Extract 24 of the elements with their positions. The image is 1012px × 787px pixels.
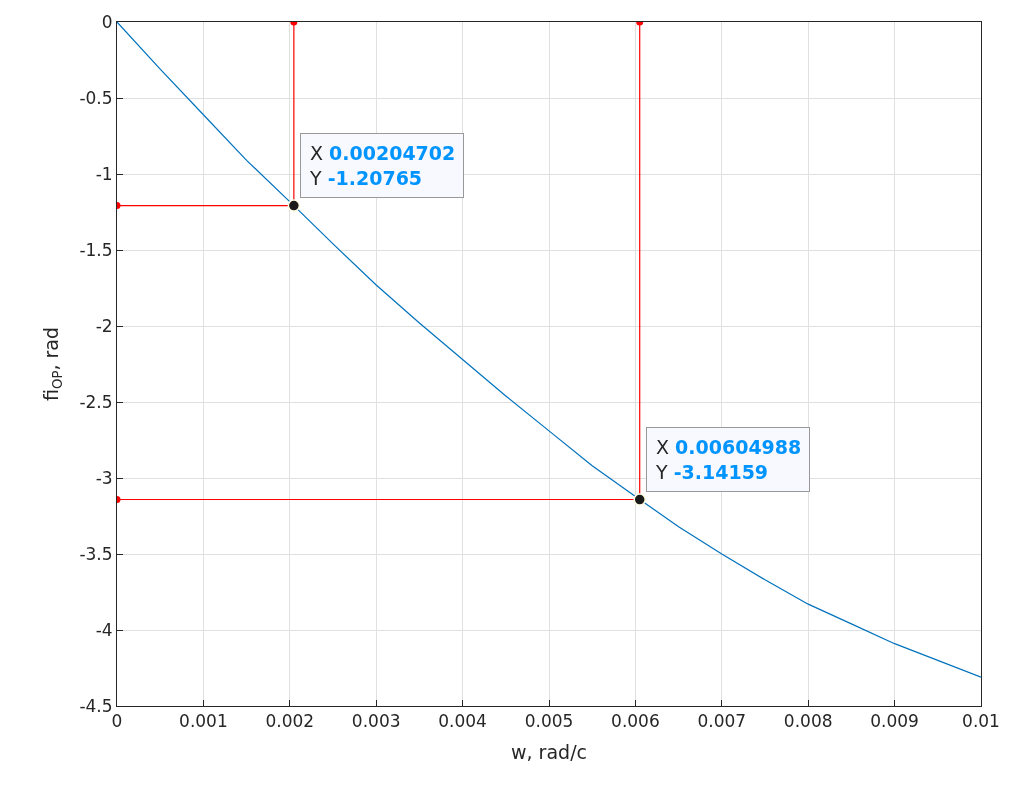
x-tick-label: 0.007 (697, 711, 747, 732)
y-tick-label: -4 (95, 619, 113, 640)
y-tick-label: -1.5 (79, 239, 113, 260)
x-tick-label: 0.005 (524, 711, 574, 732)
line-series (117, 22, 981, 678)
x-tick-label: 0.008 (783, 711, 833, 732)
y-tick-label: -3 (95, 467, 113, 488)
y-tick-label: -2 (95, 315, 113, 336)
y-tick-label: -1 (95, 163, 113, 184)
y-tick-label: 0 (101, 11, 113, 32)
y-tick-label: -0.5 (79, 87, 113, 108)
annotation: X 0.00604988 Y -3.14159 (655, 436, 802, 483)
x-tick-label: 0.002 (265, 711, 315, 732)
x-tick-label: 0.009 (870, 711, 919, 732)
x-tick-label: 0.001 (179, 711, 228, 732)
x-tick-label: 0.006 (611, 711, 660, 732)
x-tick-label: 0.003 (351, 711, 401, 732)
x-tick-label: 0.004 (438, 711, 487, 732)
y-tick-label: -2.5 (79, 391, 113, 412)
x-tick-label: 0.01 (962, 711, 1000, 732)
y-tick-label: -4.5 (79, 695, 113, 716)
x-axis-title: w, rad/c (511, 741, 587, 764)
annotation: X 0.00204702 Y -1.20765 (309, 142, 456, 189)
y-tick-label: -3.5 (79, 543, 113, 564)
